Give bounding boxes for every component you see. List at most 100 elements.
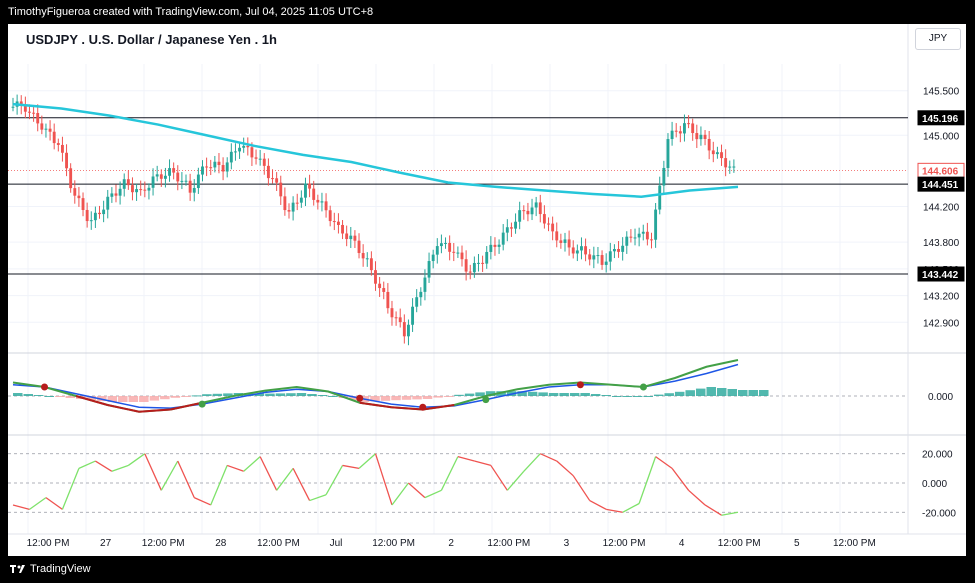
macd-histogram-bar (254, 393, 265, 396)
candle-body (65, 152, 68, 169)
candle-body (612, 249, 616, 252)
candle-body (102, 209, 106, 215)
rsi-segment (276, 467, 294, 491)
candle-body (542, 214, 546, 224)
candle-body (312, 188, 316, 200)
price-axis-label-box (917, 110, 965, 126)
tradingview-logo-icon[interactable] (10, 563, 26, 575)
macd-histogram-bar (527, 391, 538, 396)
candle-body (118, 188, 122, 196)
author-line: TimothyFigueroa created with TradingView… (8, 6, 374, 18)
candle-body (143, 189, 147, 191)
macd-histogram-bar (548, 393, 559, 396)
candle-body (361, 253, 365, 259)
rsi-segment (292, 468, 311, 501)
macd-histogram-bar (748, 390, 759, 396)
price-chart[interactable]: 145.500145.000144.200143.800143.500143.2… (8, 24, 966, 556)
candle-body (320, 201, 324, 203)
candle-body (89, 220, 93, 222)
candle-body (617, 249, 620, 252)
time-tick-label: 3 (564, 538, 570, 549)
macd-histogram-bar (559, 393, 569, 396)
rsi-segment (45, 497, 63, 510)
currency-button[interactable]: JPY (915, 28, 961, 50)
macd-histogram-bar (160, 396, 170, 400)
macd-histogram-bar (23, 394, 34, 396)
time-tick-label: 4 (679, 538, 685, 549)
candle-body (394, 317, 398, 319)
candle-body (98, 212, 101, 215)
candle-body (139, 189, 143, 191)
macd-histogram-bar (401, 396, 412, 400)
time-tick-label: 27 (100, 538, 112, 549)
macd-histogram-bar (716, 388, 727, 396)
candle-body (464, 259, 468, 272)
macd-histogram-bar (181, 396, 191, 397)
candle-body (188, 180, 192, 193)
candle-body (262, 158, 266, 166)
macd-histogram-bar (412, 396, 422, 400)
rsi-segment (127, 453, 146, 466)
macd-down-segment (107, 404, 140, 413)
candle-body (530, 207, 534, 215)
macd-histogram-bar (622, 396, 632, 397)
rsi-segment (606, 508, 623, 513)
price-tick-label: 145.500 (923, 87, 960, 98)
rsi-segment (506, 470, 525, 491)
macd-histogram-bar (296, 393, 307, 396)
macd-histogram-bar (727, 389, 737, 396)
candle-body (390, 308, 394, 318)
candle-body (357, 240, 361, 254)
candle-body (287, 210, 291, 212)
candle-body (341, 224, 344, 234)
candle-body (448, 242, 452, 252)
candle-body (184, 180, 188, 182)
rsi-segment (523, 453, 541, 472)
rsi-segment (29, 497, 47, 510)
rsi-segment (540, 453, 558, 462)
candle-body (48, 128, 52, 132)
candle-body (621, 245, 625, 252)
candle-body (641, 231, 645, 234)
candle-body (407, 324, 410, 337)
candle-body (328, 210, 332, 222)
macd-histogram-bar (349, 396, 359, 400)
macd-down-segment (170, 401, 203, 411)
price-tick-label: 143.800 (923, 238, 960, 249)
price-axis-label-box (917, 266, 965, 282)
candle-body (674, 130, 678, 132)
candle-body (131, 185, 134, 193)
macd-histogram-bar (13, 393, 23, 396)
time-tick-label: 12:00 PM (603, 538, 646, 549)
candle-body (234, 151, 237, 153)
candle-body (567, 239, 571, 248)
macd-histogram-bar (286, 393, 296, 396)
footer-brand[interactable]: TradingView (30, 563, 91, 575)
candle-body (36, 112, 40, 124)
candle-body (192, 188, 196, 193)
macd-histogram-bar (128, 396, 139, 402)
macd-down-segment (75, 395, 108, 406)
macd-histogram-bar (34, 395, 44, 396)
candle-body (575, 250, 579, 254)
rsi-segment (144, 453, 162, 491)
macd-histogram-bar (454, 394, 464, 396)
candle-body (40, 123, 44, 130)
candle-body (444, 242, 447, 244)
candle-body (720, 152, 723, 159)
chart-panel[interactable]: 145.500145.000144.200143.800143.500143.2… (8, 24, 966, 556)
macd-histogram-bar (317, 395, 328, 396)
candle-body (439, 243, 443, 247)
macd-histogram-bar (307, 394, 317, 396)
candle-body (427, 261, 431, 278)
candle-body (258, 158, 262, 160)
candle-body (514, 221, 517, 229)
rsi-segment (671, 467, 690, 491)
macd-histogram-bar (170, 396, 181, 398)
time-tick-label: 12:00 PM (487, 538, 530, 549)
candle-body (658, 185, 662, 210)
candle-body (522, 210, 526, 212)
rsi-segment (374, 453, 393, 506)
candle-body (563, 239, 567, 243)
rsi-tick-label: 0.000 (922, 479, 947, 490)
